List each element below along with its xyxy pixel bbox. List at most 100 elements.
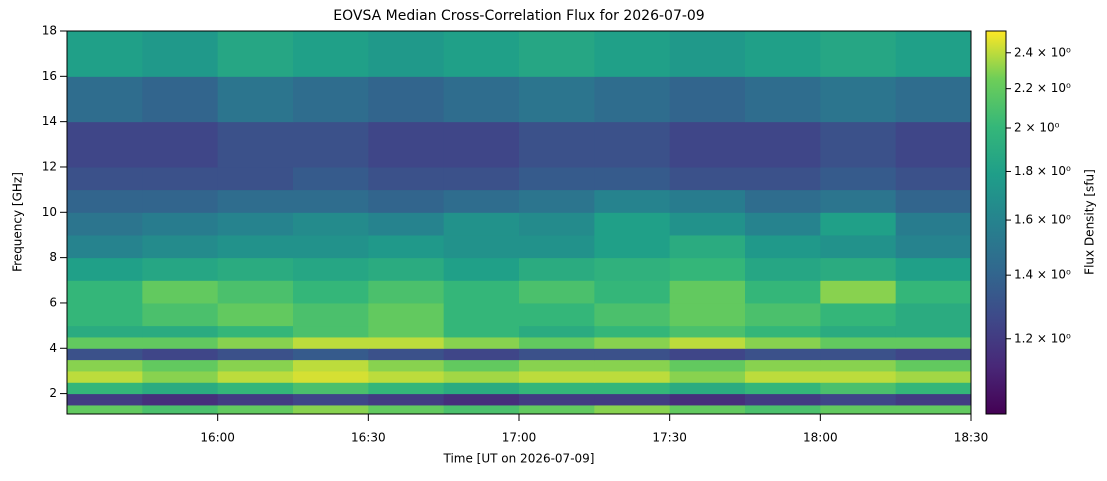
heatmap-cell bbox=[820, 121, 897, 168]
heatmap-cell bbox=[745, 280, 821, 304]
heatmap-cell bbox=[519, 336, 595, 349]
heatmap-cell bbox=[895, 348, 972, 361]
heatmap-cell bbox=[594, 348, 671, 361]
heatmap-cell bbox=[745, 257, 821, 281]
heatmap-cell bbox=[745, 31, 821, 77]
heatmap-cell bbox=[443, 76, 520, 123]
heatmap-cell bbox=[895, 336, 972, 349]
heatmap-cell bbox=[669, 234, 746, 259]
heatmap-cell bbox=[669, 212, 746, 236]
chart-title: EOVSA Median Cross-Correlation Flux for … bbox=[333, 8, 704, 24]
heatmap-cell bbox=[669, 76, 746, 123]
heatmap-cell bbox=[443, 325, 520, 338]
heatmap-cell bbox=[142, 76, 219, 123]
heatmap-cell bbox=[669, 404, 746, 415]
heatmap-cell bbox=[217, 76, 294, 123]
heatmap-cell bbox=[820, 382, 897, 395]
colorbar-tick-label: 1.6 × 10⁰ bbox=[1014, 213, 1071, 227]
heatmap-cell bbox=[669, 359, 746, 372]
heatmap-cell bbox=[820, 359, 897, 372]
heatmap-cell bbox=[594, 121, 671, 168]
heatmap-cell bbox=[594, 325, 671, 338]
heatmap-cell bbox=[142, 348, 219, 361]
heatmap-cell bbox=[594, 257, 671, 281]
heatmap-cell bbox=[142, 166, 219, 191]
heatmap-cell bbox=[594, 189, 671, 213]
heatmap-cell bbox=[443, 257, 520, 281]
heatmap-cell bbox=[669, 280, 746, 304]
heatmap-cell bbox=[142, 359, 219, 372]
heatmap-cell bbox=[217, 359, 294, 372]
heatmap-cell bbox=[217, 382, 294, 395]
heatmap-cell bbox=[594, 212, 671, 236]
heatmap-cell bbox=[293, 348, 369, 361]
heatmap-cell bbox=[745, 234, 821, 259]
heatmap-cell bbox=[669, 382, 746, 395]
heatmap-cell bbox=[519, 302, 595, 327]
heatmap-cell bbox=[895, 234, 972, 259]
heatmap-cell bbox=[820, 31, 897, 77]
heatmap-cell bbox=[745, 393, 821, 406]
heatmap-cell bbox=[745, 121, 821, 168]
heatmap-cell bbox=[368, 348, 445, 361]
heatmap-cell bbox=[142, 257, 219, 281]
heatmap-cell bbox=[820, 280, 897, 304]
heatmap-cell bbox=[142, 393, 219, 406]
heatmap-cell bbox=[67, 257, 143, 281]
x-tick-label: 17:00 bbox=[502, 431, 537, 445]
colorbar-tick-label: 2.4 × 10⁰ bbox=[1014, 45, 1071, 59]
heatmap-cell bbox=[745, 370, 821, 383]
heatmap-cell bbox=[67, 359, 143, 372]
heatmap-cell bbox=[67, 382, 143, 395]
heatmap-cell bbox=[820, 212, 897, 236]
heatmap-cell bbox=[67, 76, 143, 123]
heatmap-cell bbox=[142, 234, 219, 259]
heatmap-cell bbox=[217, 302, 294, 327]
heatmap-cell bbox=[895, 121, 972, 168]
heatmap-cell bbox=[594, 234, 671, 259]
heatmap-cell bbox=[519, 325, 595, 338]
heatmap-cell bbox=[217, 404, 294, 415]
heatmap-cell bbox=[368, 76, 445, 123]
y-tick-label: 8 bbox=[49, 250, 57, 264]
heatmap-cell bbox=[142, 280, 219, 304]
heatmap-cell bbox=[67, 370, 143, 383]
heatmap-cell bbox=[820, 234, 897, 259]
heatmap-cell bbox=[67, 348, 143, 361]
heatmap-cell bbox=[67, 121, 143, 168]
heatmap-cell bbox=[895, 257, 972, 281]
heatmap-cell bbox=[820, 370, 897, 383]
x-tick-label: 18:00 bbox=[803, 431, 838, 445]
heatmap-cell bbox=[217, 325, 294, 338]
heatmap-cell bbox=[142, 189, 219, 213]
heatmap-cell bbox=[443, 280, 520, 304]
heatmap-cell bbox=[519, 31, 595, 77]
heatmap-cell bbox=[519, 404, 595, 415]
heatmap-cell bbox=[368, 212, 445, 236]
heatmap-cell bbox=[293, 121, 369, 168]
y-tick-label: 16 bbox=[42, 69, 57, 83]
heatmap-cell bbox=[217, 166, 294, 191]
colorbar-tick-label: 1.4 × 10⁰ bbox=[1014, 268, 1071, 282]
heatmap-cell bbox=[217, 336, 294, 349]
heatmap-cell bbox=[142, 212, 219, 236]
heatmap-cell bbox=[368, 393, 445, 406]
heatmap-cell bbox=[67, 404, 143, 415]
heatmap-cell bbox=[368, 404, 445, 415]
y-tick-label: 10 bbox=[42, 205, 57, 219]
heatmap-cell bbox=[293, 212, 369, 236]
heatmap-cell bbox=[293, 370, 369, 383]
heatmap-cell bbox=[669, 336, 746, 349]
heatmap-cell bbox=[443, 336, 520, 349]
heatmap-cell bbox=[519, 166, 595, 191]
heatmap-cell bbox=[820, 76, 897, 123]
heatmap-cell bbox=[217, 121, 294, 168]
heatmap-cell bbox=[669, 31, 746, 77]
colorbar-tick-label: 2 × 10⁰ bbox=[1014, 120, 1060, 134]
heatmap-cell bbox=[443, 370, 520, 383]
y-tick-label: 14 bbox=[42, 114, 57, 128]
heatmap-cell bbox=[67, 166, 143, 191]
heatmap-cell bbox=[67, 234, 143, 259]
heatmap-cell bbox=[293, 302, 369, 327]
heatmap-cell bbox=[820, 348, 897, 361]
